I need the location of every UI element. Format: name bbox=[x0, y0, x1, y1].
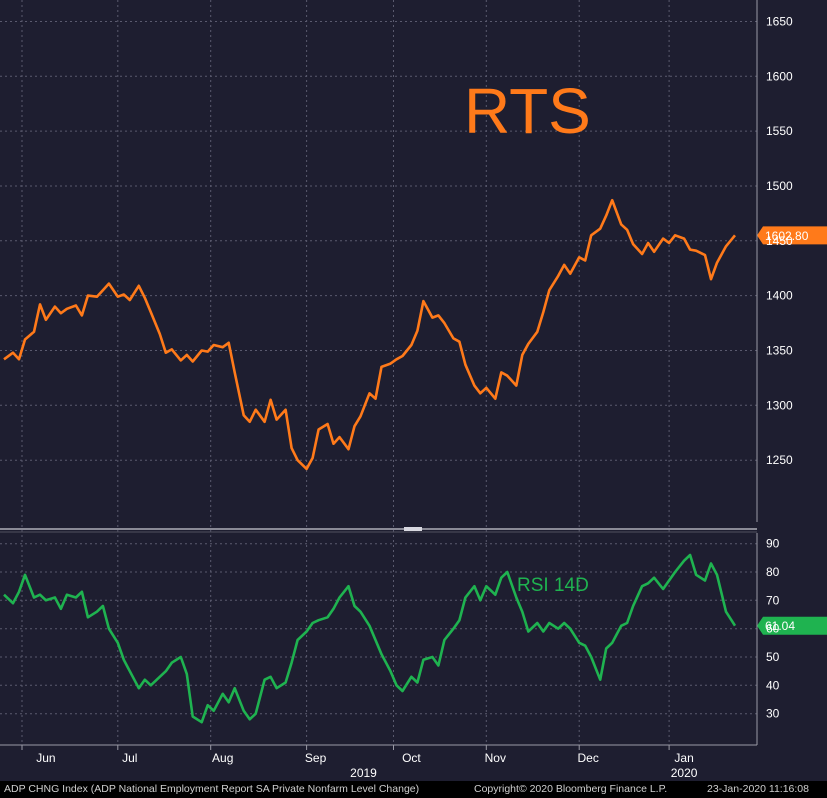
rts-series-line bbox=[3, 198, 737, 471]
x-month-label: Dec bbox=[578, 751, 599, 765]
rsi-series-line bbox=[3, 553, 737, 724]
rsi-last-value-marker: 61.04 bbox=[757, 616, 827, 635]
rts-last-value-box bbox=[757, 226, 827, 245]
rsi-panel: 61.04 bbox=[3, 553, 827, 724]
rts-y-tick-label: 1300 bbox=[766, 398, 793, 412]
footer-timestamp: 23-Jan-2020 11:16:08 bbox=[707, 783, 809, 795]
gridlines bbox=[0, 0, 757, 745]
rts-y-tick-label: 1650 bbox=[766, 15, 793, 29]
rts-y-axis: 1250 1300 1350 1400 1450 1500 1550 1600 1650 bbox=[756, 0, 793, 522]
x-year-label: 2020 bbox=[671, 766, 698, 780]
rts-y-tick-label: 1400 bbox=[766, 289, 793, 303]
rts-y-tick-label: 1250 bbox=[766, 453, 793, 467]
footer-bar: ADP CHNG Index (ADP National Employment … bbox=[0, 781, 827, 798]
chart-canvas: 1602.80 61.04 1250 1300 1350 1400 1450 1500 15… bbox=[0, 0, 827, 780]
rts-last-value-label: 1602.80 bbox=[765, 229, 809, 243]
x-month-label: Sep bbox=[305, 751, 327, 765]
x-month-label: Jan bbox=[674, 751, 693, 765]
rts-y-tick-label: 1550 bbox=[766, 124, 793, 138]
rts-title: RTS bbox=[464, 75, 591, 147]
footer-index-description: ADP CHNG Index (ADP National Employment … bbox=[4, 783, 420, 795]
x-axis: Jun Jul Aug Sep Oct Nov Dec Jan 2019 2020 bbox=[0, 744, 757, 780]
rsi-y-tick-label: 40 bbox=[766, 678, 780, 692]
rsi-y-tick-label: 60 bbox=[766, 622, 780, 636]
rsi-last-value-box bbox=[757, 616, 827, 635]
footer-copyright: Copyright© 2020 Bloomberg Finance L.P. bbox=[474, 783, 668, 795]
x-month-label: Aug bbox=[212, 751, 233, 765]
rts-y-tick-label: 1450 bbox=[766, 234, 793, 248]
x-month-label: Nov bbox=[485, 751, 506, 765]
rts-panel: 1602.80 bbox=[3, 198, 827, 471]
rts-y-tick-label: 1500 bbox=[766, 179, 793, 193]
rsi-last-value-label: 61.04 bbox=[765, 619, 795, 633]
rsi-y-tick-label: 80 bbox=[766, 565, 780, 579]
rsi-y-tick-label: 30 bbox=[766, 707, 780, 721]
rsi-y-tick-label: 70 bbox=[766, 593, 780, 607]
rsi-y-tick-label: 50 bbox=[766, 650, 780, 664]
x-month-label: Jul bbox=[122, 751, 137, 765]
rsi-series-label: RSI 14D bbox=[517, 575, 589, 596]
x-month-label: Oct bbox=[402, 751, 421, 765]
rts-last-value-marker: 1602.80 bbox=[757, 226, 827, 245]
rsi-y-axis: 30 40 50 60 70 80 90 bbox=[756, 533, 780, 745]
x-year-label: 2019 bbox=[350, 766, 377, 780]
panel-resize-handle[interactable] bbox=[404, 527, 422, 531]
rts-y-tick-label: 1350 bbox=[766, 344, 793, 358]
x-month-label: Jun bbox=[36, 751, 55, 765]
rsi-y-tick-label: 90 bbox=[766, 537, 780, 551]
rts-y-tick-label: 1600 bbox=[766, 69, 793, 83]
